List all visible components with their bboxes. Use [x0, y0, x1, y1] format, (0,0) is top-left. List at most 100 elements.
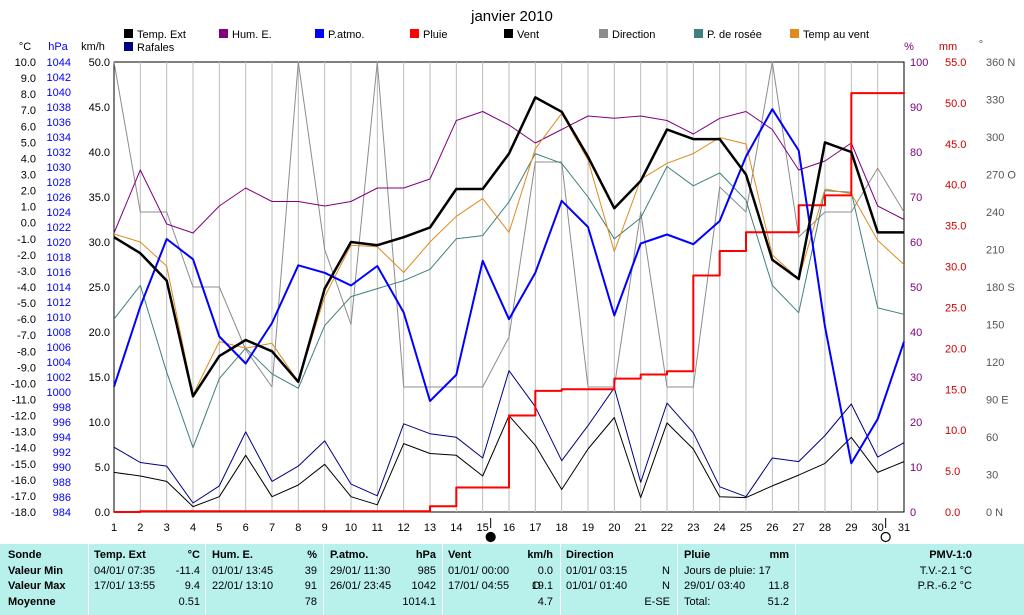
deg-tick-label: 60 [986, 432, 998, 444]
pct-tick-label: 50 [910, 282, 922, 294]
kmh-tick-label: 40.0 [89, 147, 110, 159]
kmh-tick-label: 30.0 [89, 237, 110, 249]
pct-tick-label: 20 [910, 417, 922, 429]
legend-swatch [790, 29, 799, 38]
deg-tick-label: 120 [986, 357, 1004, 369]
avg-row-label: Moyenne [8, 595, 56, 608]
x-tick-label: 14 [450, 522, 462, 534]
x-tick-label: 7 [269, 522, 275, 534]
kmh-tick-label: 0.0 [95, 507, 110, 519]
x-tick-label: 30 [872, 522, 884, 534]
series-temp-ext [113, 96, 904, 398]
temp-unit-label: °C [19, 41, 31, 53]
patmo-max-time: 26/01/ 23:45 [330, 580, 392, 592]
temp-min-value: -11.4 [175, 564, 200, 577]
temp-tick-label: 8.0 [21, 89, 36, 101]
legend-label: Temp au vent [803, 29, 869, 41]
mm-tick-label: 20.0 [945, 343, 966, 355]
deg-tick-label: 270 O [986, 170, 1016, 182]
series-temp-au-vent [113, 112, 905, 396]
temp-max-time: 17/01/ 13:55 [94, 580, 156, 592]
temp-tick-label: -1.0 [17, 234, 36, 246]
hpa-tick-label: 1032 [47, 147, 71, 159]
pct-tick-label: 70 [910, 192, 922, 204]
mm-tick-label: 30.0 [945, 262, 966, 274]
hum-max-time: 22/01/ 13:10 [212, 580, 274, 592]
deg-tick-label: 150 [986, 320, 1004, 332]
mm-tick-label: 50.0 [945, 98, 966, 110]
hpa-tick-label: 986 [53, 492, 71, 504]
legend-swatch [599, 29, 608, 38]
patmo-min-value: 985 [417, 564, 436, 577]
temp-tick-label: -18.0 [11, 507, 36, 519]
patmo-header: P.atmo. [330, 549, 369, 561]
vent-unit: km/h [527, 549, 553, 561]
hpa-tick-label: 996 [53, 417, 71, 429]
legend-swatch [219, 29, 228, 38]
hum-avg-value: 78 [304, 595, 317, 608]
temp-tick-label: -5.0 [17, 298, 36, 310]
vent-max-time: 17/01/ 04:55 [448, 580, 510, 592]
temp-tick-label: -4.0 [17, 282, 36, 294]
legend-label: P.atmo. [328, 29, 365, 41]
temp-header: Temp. Ext [94, 549, 146, 561]
temp-tick-label: -11.0 [12, 395, 36, 407]
dir-avg-value: E-SE [644, 595, 670, 608]
hum-unit: % [307, 549, 317, 561]
hpa-tick-label: 1026 [47, 192, 71, 204]
legend-swatch [694, 29, 703, 38]
temp-tick-label: 2.0 [21, 186, 36, 198]
pct-unit-label: % [904, 41, 914, 53]
deg-tick-label: 0 N [986, 507, 1003, 519]
mm-tick-label: 10.0 [945, 425, 966, 437]
kmh-unit-label: km/h [81, 41, 105, 53]
hpa-tick-label: 998 [53, 402, 71, 414]
deg-tick-label: 90 E [986, 395, 1009, 407]
mm-tick-label: 55.0 [945, 57, 966, 69]
pct-tick-label: 10 [910, 462, 922, 474]
temp-tick-label: -6.0 [17, 314, 36, 326]
x-tick-label: 25 [740, 522, 752, 534]
deg-tick-label: 30 [986, 470, 998, 482]
pct-tick-label: 90 [910, 102, 922, 114]
hpa-tick-label: 1016 [47, 267, 71, 279]
temp-avg-value: 0.51 [178, 595, 200, 608]
temp-min-time: 04/01/ 07:35 [94, 564, 156, 577]
deg-tick-label: 360 N [986, 57, 1015, 69]
x-tick-label: 29 [845, 522, 857, 534]
temp-tick-label: 0.0 [21, 218, 36, 230]
hpa-tick-label: 1020 [47, 237, 71, 249]
series-hum-e [113, 111, 905, 234]
pct-tick-label: 80 [910, 147, 922, 159]
mm-tick-label: 25.0 [945, 302, 966, 314]
kmh-tick-label: 50.0 [89, 57, 110, 69]
weather-chart: janvier 2010 Temp. Ext Hum. E. P.atmo. Plui… [11, 8, 1016, 543]
hpa-tick-label: 1044 [47, 57, 71, 69]
temp-tick-label: -13.0 [11, 427, 36, 439]
stats-col-vent: Vent km/h 01/01/ 00:00 0.0 17/01/ 04:55 O 19… [448, 548, 553, 610]
deg-unit-label: ° [979, 39, 983, 51]
hpa-tick-label: 994 [53, 432, 71, 444]
pluie-total-value: 51.2 [767, 595, 789, 608]
temp-tick-label: 9.0 [21, 73, 36, 85]
hpa-tick-label: 1040 [47, 87, 71, 99]
temp-tick-label: -8.0 [17, 346, 36, 358]
temp-tick-label: 7.0 [21, 105, 36, 117]
x-tick-label: 12 [398, 522, 410, 534]
legend-swatch [315, 29, 324, 38]
hpa-tick-label: 1004 [47, 357, 71, 369]
kmh-tick-label: 20.0 [89, 327, 110, 339]
temp-tick-label: 3.0 [21, 170, 36, 182]
pmv-pr: P.R.-6.2 °C [917, 580, 972, 592]
temp-tick-label: -16.0 [11, 475, 36, 487]
series-rafales [113, 370, 905, 504]
temp-unit: °C [187, 549, 200, 561]
temp-tick-label: -14.0 [11, 443, 36, 455]
temp-tick-label: -2.0 [17, 250, 36, 262]
chart-title: janvier 2010 [470, 8, 553, 25]
new-moon-marker [485, 531, 496, 543]
hpa-tick-label: 1006 [47, 342, 71, 354]
hpa-tick-label: 1034 [47, 132, 71, 144]
hpa-tick-label: 1014 [47, 282, 71, 294]
legend-swatch [124, 29, 133, 38]
